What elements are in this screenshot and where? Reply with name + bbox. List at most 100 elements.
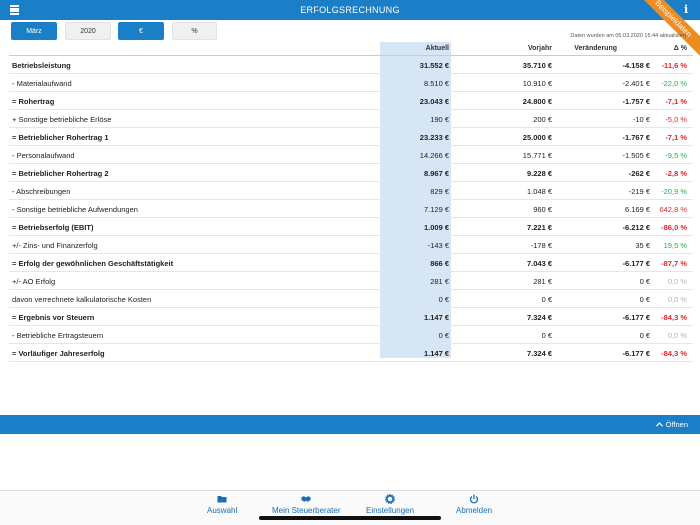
cell-delta: -84,3 % <box>661 349 687 358</box>
row-label: - Abschreibungen <box>12 187 71 196</box>
table-header: Aktuell Vorjahr Veränderung Δ % <box>9 42 693 56</box>
nav-label: Abmelden <box>456 506 493 515</box>
open-label: Öffnen <box>665 420 688 429</box>
cell-veraenderung: 0 € <box>639 331 650 340</box>
cell-aktuell: 190 € <box>430 115 449 124</box>
cell-vorjahr: 7.324 € <box>526 349 552 358</box>
table-row: = Betrieblicher Rohertrag 2 8.967 € 9.228 … <box>9 164 693 182</box>
cell-vorjahr: 9.228 € <box>526 169 552 178</box>
nav-item-steuerberater[interactable]: Mein Steuerberater <box>272 494 340 515</box>
table-row: - Materialaufwand 8.510 € 10.910 € -2.401 €… <box>9 74 693 92</box>
gear-icon <box>385 494 396 504</box>
table-body: Betriebsleistung 31.552 € 35.710 € -4.158 €… <box>9 56 693 362</box>
cell-veraenderung: -1.505 € <box>622 151 650 160</box>
cell-aktuell: -143 € <box>427 241 449 250</box>
table-row: - Sonstige betriebliche Aufwendungen 7.12… <box>9 200 693 218</box>
nav-item-abmelden[interactable]: Abmelden <box>456 494 492 515</box>
home-indicator <box>259 516 441 520</box>
cell-veraenderung: -1.767 € <box>622 133 650 142</box>
income-statement-table: Aktuell Vorjahr Veränderung Δ % Betriebs… <box>9 42 693 362</box>
row-label: + Sonstige betriebliche Erlöse <box>12 115 112 124</box>
cell-delta: -5,0 % <box>665 115 687 124</box>
cell-aktuell: 866 € <box>430 259 449 268</box>
row-label: = Vorläufiger Jahreserfolg <box>12 349 105 358</box>
cell-aktuell: 8.967 € <box>423 169 449 178</box>
cell-veraenderung: 0 € <box>639 295 650 304</box>
top-bar: ERFOLGSRECHNUNG i <box>0 0 700 20</box>
cell-vorjahr: -178 € <box>530 241 552 250</box>
nav-item-einstellungen[interactable]: Einstellungen <box>366 494 414 515</box>
row-label: +/- Zins- und Finanzerfolg <box>12 241 98 250</box>
nav-label: Mein Steuerberater <box>272 506 341 515</box>
cell-vorjahr: 0 € <box>541 295 552 304</box>
row-label: +/- AO Erfolg <box>12 277 56 286</box>
table-row: + Sonstige betriebliche Erlöse 190 € 200 €… <box>9 110 693 128</box>
menu-icon[interactable] <box>10 5 19 15</box>
cell-aktuell: 1.147 € <box>423 313 449 322</box>
last-updated-text: Daten wurden am 05.03.2020 15:44 aktuali… <box>570 33 686 39</box>
cell-aktuell: 7.129 € <box>423 205 449 214</box>
cell-delta: -84,3 % <box>661 313 687 322</box>
cell-vorjahr: 7.221 € <box>526 223 552 232</box>
row-label: - Personalaufwand <box>12 151 75 160</box>
cell-veraenderung: -1.757 € <box>622 97 650 106</box>
cell-veraenderung: -4.158 € <box>622 61 650 70</box>
cell-aktuell: 0 € <box>438 331 449 340</box>
folder-icon <box>217 496 227 503</box>
row-label: - Sonstige betriebliche Aufwendungen <box>12 205 138 214</box>
cell-delta: 19,5 % <box>663 241 687 250</box>
details-expander-bar[interactable]: Öffnen <box>0 415 700 434</box>
power-icon <box>469 494 479 504</box>
cell-vorjahr: 960 € <box>533 205 552 214</box>
cell-delta: -7,1 % <box>665 97 687 106</box>
cell-veraenderung: -6.177 € <box>622 259 650 268</box>
cell-delta: 0,0 % <box>667 331 687 340</box>
row-label: = Betrieblicher Rohertrag 1 <box>12 133 109 142</box>
cell-veraenderung: 6.169 € <box>624 205 650 214</box>
cell-aktuell: 31.552 € <box>419 61 449 70</box>
open-button[interactable]: Öffnen <box>655 420 688 429</box>
cell-vorjahr: 200 € <box>533 115 552 124</box>
table-row: Betriebsleistung 31.552 € 35.710 € -4.158 €… <box>9 56 693 74</box>
cell-delta: -20,9 % <box>661 187 687 196</box>
nav-item-auswahl[interactable]: Auswahl <box>207 494 237 515</box>
column-header-aktuell: Aktuell <box>425 45 449 52</box>
row-label: = Erfolg der gewöhnlichen Geschäftstätig… <box>12 259 174 268</box>
chevron-up-icon <box>655 422 663 427</box>
cell-vorjahr: 7.324 € <box>526 313 552 322</box>
year-button[interactable]: 2020 <box>65 22 111 40</box>
cell-delta: -7,1 % <box>665 133 687 142</box>
cell-vorjahr: 7.043 € <box>526 259 552 268</box>
currency-toggle[interactable]: € <box>118 22 164 40</box>
cell-aktuell: 1.147 € <box>423 349 449 358</box>
table-row: davon verrechnete kalkulatorische Kosten… <box>9 290 693 308</box>
table-row: = Betrieblicher Rohertrag 1 23.233 € 25.00… <box>9 128 693 146</box>
cell-delta: 642,8 % <box>659 205 687 214</box>
percent-toggle[interactable]: % <box>172 22 217 40</box>
cell-veraenderung: -6.177 € <box>622 313 650 322</box>
cell-aktuell: 23.233 € <box>419 133 449 142</box>
page-title: ERFOLGSRECHNUNG <box>300 5 400 15</box>
column-header-delta: Δ % <box>673 45 687 52</box>
info-icon[interactable]: i <box>684 3 689 16</box>
table-row: +/- AO Erfolg 281 € 281 € 0 € 0,0 % <box>9 272 693 290</box>
column-header-vorjahr: Vorjahr <box>528 45 552 52</box>
cell-delta: 0,0 % <box>667 277 687 286</box>
month-button[interactable]: März <box>11 22 57 40</box>
cell-veraenderung: 35 € <box>635 241 650 250</box>
cell-veraenderung: 0 € <box>639 277 650 286</box>
cell-veraenderung: -10 € <box>632 115 650 124</box>
cell-aktuell: 23.043 € <box>419 97 449 106</box>
table-row: = Betriebserfolg (EBIT) 1.009 € 7.221 € -6.… <box>9 218 693 236</box>
cell-delta: -11,6 % <box>661 61 687 70</box>
column-header-veraenderung: Veränderung <box>574 45 617 52</box>
row-label: Betriebsleistung <box>12 61 71 70</box>
cell-veraenderung: -6.177 € <box>622 349 650 358</box>
cell-vorjahr: 35.710 € <box>522 61 552 70</box>
cell-aktuell: 14.266 € <box>419 151 449 160</box>
cell-delta: -86,0 % <box>661 223 687 232</box>
cell-aktuell: 829 € <box>430 187 449 196</box>
table-row: = Erfolg der gewöhnlichen Geschäftstätig… <box>9 254 693 272</box>
row-label: - Betriebliche Ertragsteuern <box>12 331 104 340</box>
